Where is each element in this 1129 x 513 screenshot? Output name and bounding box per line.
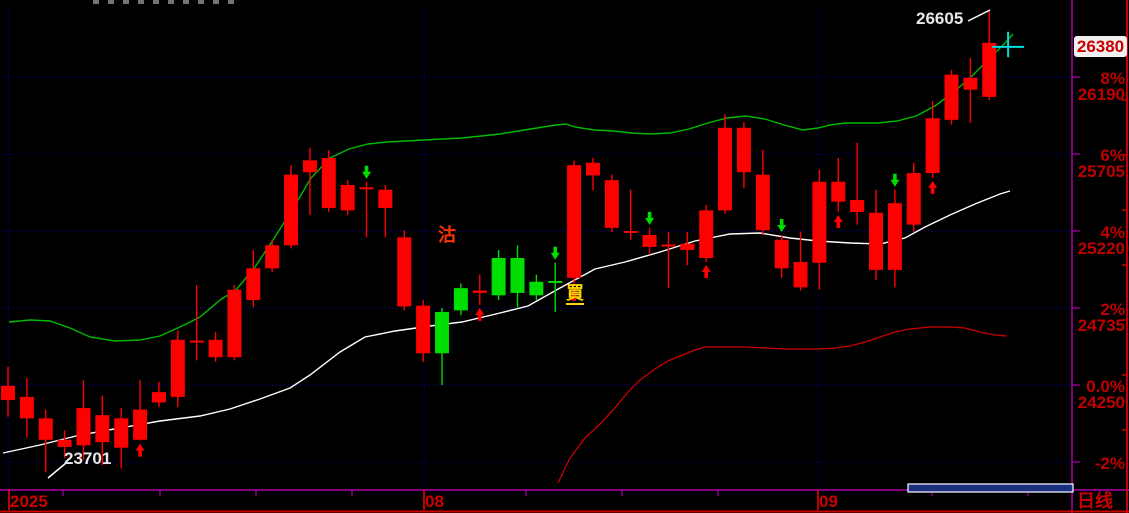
buy-arrow-icon: [569, 287, 579, 301]
y-axis-percent-label: 0.0%: [1086, 377, 1125, 396]
sell-arrow-icon: [777, 218, 787, 232]
candle-body[interactable]: [359, 187, 374, 190]
y-axis-price-label: 25220: [1077, 238, 1125, 258]
buy-arrow-icon: [701, 264, 711, 278]
y-axis-percent-label: 2%: [1100, 299, 1125, 319]
candle-body[interactable]: [850, 200, 865, 212]
y-axis-percent-label: 6%: [1100, 145, 1125, 165]
period-selector[interactable]: 日线: [1077, 491, 1113, 511]
candle-body[interactable]: [57, 439, 72, 447]
candle-body[interactable]: [227, 289, 242, 358]
candle-body[interactable]: [869, 212, 884, 270]
candle-body[interactable]: [925, 118, 940, 174]
candle-body[interactable]: [189, 340, 204, 343]
candle-body[interactable]: [151, 392, 166, 403]
candle-body[interactable]: [736, 127, 751, 173]
clipped-text-fragment: [93, 0, 238, 4]
low-point-label: 23701: [64, 449, 112, 468]
candle-body[interactable]: [38, 418, 53, 440]
buy-signal-label: 買: [566, 283, 584, 305]
sell-signal-label: 沽: [438, 225, 456, 245]
candle-body[interactable]: [623, 230, 638, 233]
candle-body[interactable]: [774, 239, 789, 269]
candle-body[interactable]: [906, 173, 921, 225]
last-price-tag: 26380: [1074, 35, 1127, 57]
buy-arrow-icon: [928, 180, 938, 194]
moving-average-line: [2, 190, 1011, 454]
candle-body[interactable]: [642, 234, 657, 247]
candle-body[interactable]: [963, 77, 978, 90]
buy-arrow-icon: [475, 307, 485, 321]
candle-body[interactable]: [340, 184, 355, 211]
candle-body[interactable]: [397, 237, 412, 307]
candle-body[interactable]: [170, 339, 185, 397]
candle-body[interactable]: [453, 288, 468, 311]
candle-body[interactable]: [718, 127, 733, 211]
candle-body[interactable]: [416, 305, 431, 354]
candle-body[interactable]: [435, 311, 450, 354]
candle-body[interactable]: [208, 339, 223, 358]
upper-band-line: [8, 33, 1014, 342]
x-axis-date-label: 2025: [10, 492, 48, 511]
candle-body[interactable]: [793, 261, 808, 288]
candle-body[interactable]: [76, 408, 91, 446]
candle-body[interactable]: [1, 385, 15, 401]
candle-body[interactable]: [510, 257, 525, 293]
y-axis-price-label: 24735: [1077, 315, 1125, 335]
candle-body[interactable]: [19, 396, 34, 419]
y-axis-percent-label: 8%: [1100, 68, 1125, 88]
high-point-label: 26605: [916, 9, 964, 28]
candle-body[interactable]: [284, 174, 299, 246]
candle-body[interactable]: [114, 418, 129, 448]
candle-body[interactable]: [95, 415, 110, 443]
candle-body[interactable]: [604, 180, 619, 228]
buy-arrow-icon: [135, 443, 145, 457]
candle-body[interactable]: [585, 162, 600, 176]
x-axis-date-label: 08: [425, 492, 444, 511]
candle-body[interactable]: [812, 181, 827, 263]
candle-body[interactable]: [944, 74, 959, 120]
candle-body[interactable]: [246, 268, 261, 301]
candle-body[interactable]: [491, 257, 506, 296]
sell-arrow-icon: [362, 165, 372, 179]
candle-body[interactable]: [831, 181, 846, 202]
sell-arrow-icon: [550, 246, 560, 260]
lower-band-line: [557, 326, 1008, 484]
high-callout-line: [967, 9, 991, 22]
candle-body[interactable]: [548, 281, 563, 284]
y-axis-price-label: 26190: [1077, 84, 1125, 104]
candle-body[interactable]: [680, 243, 695, 251]
candle-body[interactable]: [887, 203, 902, 270]
candle-body[interactable]: [755, 174, 770, 231]
candle-body[interactable]: [302, 160, 317, 173]
candle-body[interactable]: [265, 245, 280, 269]
candle-body[interactable]: [529, 281, 544, 296]
buy-arrow-icon: [833, 214, 843, 228]
horizontal-scrollbar[interactable]: [907, 483, 1074, 493]
candle-body[interactable]: [378, 189, 393, 208]
y-axis-percent-label: -2%: [1094, 454, 1125, 473]
candle-body[interactable]: [472, 290, 487, 293]
sell-arrow-icon: [890, 173, 900, 187]
y-axis-price-label: 25705: [1077, 161, 1125, 181]
candle-body[interactable]: [661, 244, 676, 247]
x-axis-date-label: 09: [819, 492, 838, 511]
candle-body[interactable]: [567, 165, 582, 278]
y-axis-price-label: 24250: [1077, 393, 1125, 412]
candle-body[interactable]: [982, 42, 997, 97]
candle-body[interactable]: [321, 157, 336, 208]
y-axis-percent-label: 4%: [1100, 222, 1125, 242]
candle-body[interactable]: [699, 210, 714, 258]
sell-arrow-icon: [645, 211, 655, 225]
low-callout-line: [47, 462, 67, 479]
candle-body[interactable]: [133, 409, 148, 440]
